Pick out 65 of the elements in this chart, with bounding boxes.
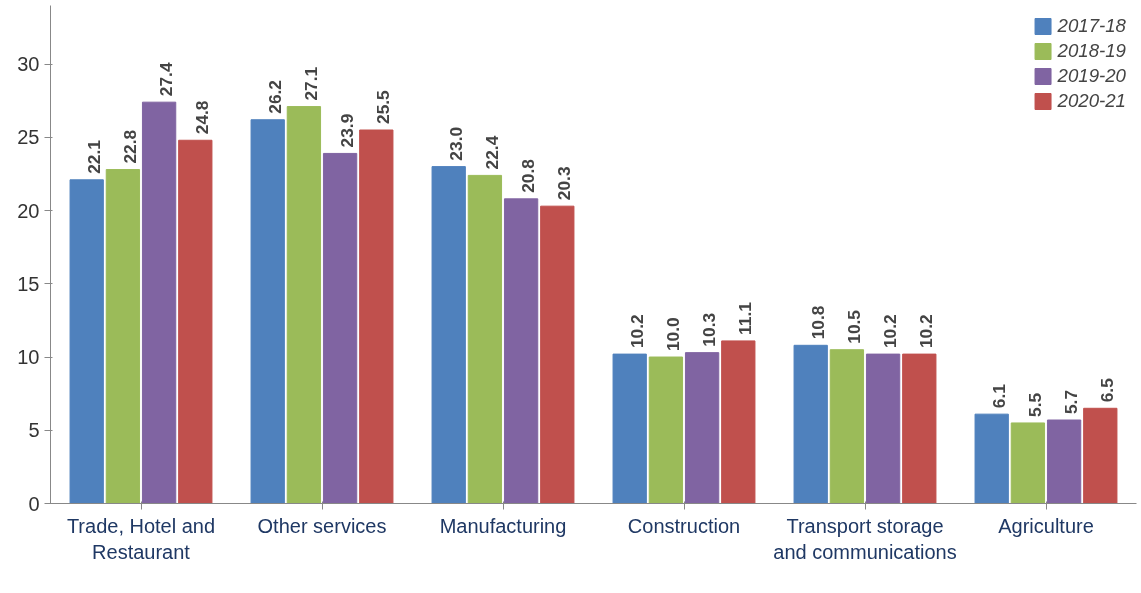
data-label: 10.2 <box>626 314 647 349</box>
legend-label: 2019-20 <box>1057 65 1126 87</box>
bar <box>1083 407 1118 504</box>
bar <box>1010 422 1046 504</box>
data-label: 20.8 <box>518 158 539 193</box>
x-tick-label: Agriculture <box>998 514 1094 537</box>
data-label: 10.0 <box>662 317 683 352</box>
data-label: 24.8 <box>192 100 213 135</box>
y-tick-label: 30 <box>17 53 40 76</box>
data-label: 10.3 <box>699 312 720 347</box>
x-tick-label: Manufacturing <box>439 514 567 537</box>
legend-label: 2020-21 <box>1057 90 1126 112</box>
data-label: 25.5 <box>373 89 394 124</box>
bar <box>250 119 285 504</box>
data-label: 6.5 <box>1097 377 1118 403</box>
bar <box>793 344 828 504</box>
bar <box>684 352 720 504</box>
x-tick-label: Transport storage and communications <box>773 514 957 563</box>
data-label: 10.2 <box>880 314 901 349</box>
bar <box>431 166 466 504</box>
data-label: 22.1 <box>83 139 104 174</box>
bar <box>105 169 141 504</box>
bar <box>69 179 104 504</box>
data-label: 27.1 <box>300 66 321 101</box>
y-tick-label: 20 <box>17 199 40 222</box>
bar <box>141 101 177 504</box>
bar <box>286 106 322 504</box>
data-label: 5.5 <box>1024 392 1045 417</box>
x-tick-label: Other services <box>257 514 387 537</box>
bar <box>540 205 575 504</box>
bar <box>865 353 901 504</box>
data-label: 10.5 <box>843 309 864 344</box>
x-tick-label: Construction <box>627 514 741 537</box>
data-label: 20.3 <box>554 166 575 201</box>
data-label: 11.1 <box>735 301 756 335</box>
bar <box>612 353 647 504</box>
data-label: 22.4 <box>481 135 502 170</box>
y-tick-label: 15 <box>17 272 40 295</box>
data-label: 26.2 <box>264 80 285 114</box>
bar <box>178 139 213 504</box>
y-tick-label: 0 <box>28 492 40 515</box>
bar <box>1046 419 1082 504</box>
bar <box>359 129 394 504</box>
data-label: 10.8 <box>807 305 828 340</box>
legend-label: 2018-19 <box>1057 40 1126 62</box>
data-label: 27.4 <box>156 62 177 97</box>
y-tick-label: 10 <box>17 346 40 369</box>
x-tick-label: Trade, Hotel and Restaurant <box>66 514 216 563</box>
bar <box>974 413 1009 504</box>
legend-label: 2017-18 <box>1057 15 1126 37</box>
bar <box>648 356 684 504</box>
bar <box>902 353 937 504</box>
data-label: 10.2 <box>916 314 937 349</box>
data-label: 6.1 <box>988 383 1009 409</box>
bar <box>467 174 503 504</box>
data-label: 23.0 <box>445 126 466 161</box>
bar <box>829 349 865 504</box>
bar <box>721 340 756 504</box>
bar <box>322 152 358 504</box>
bar <box>503 198 539 504</box>
y-tick-label: 25 <box>17 126 40 149</box>
data-label: 23.9 <box>337 113 358 148</box>
data-label: 22.8 <box>119 129 140 164</box>
y-tick-label: 5 <box>28 419 40 442</box>
data-label: 5.7 <box>1061 389 1082 415</box>
